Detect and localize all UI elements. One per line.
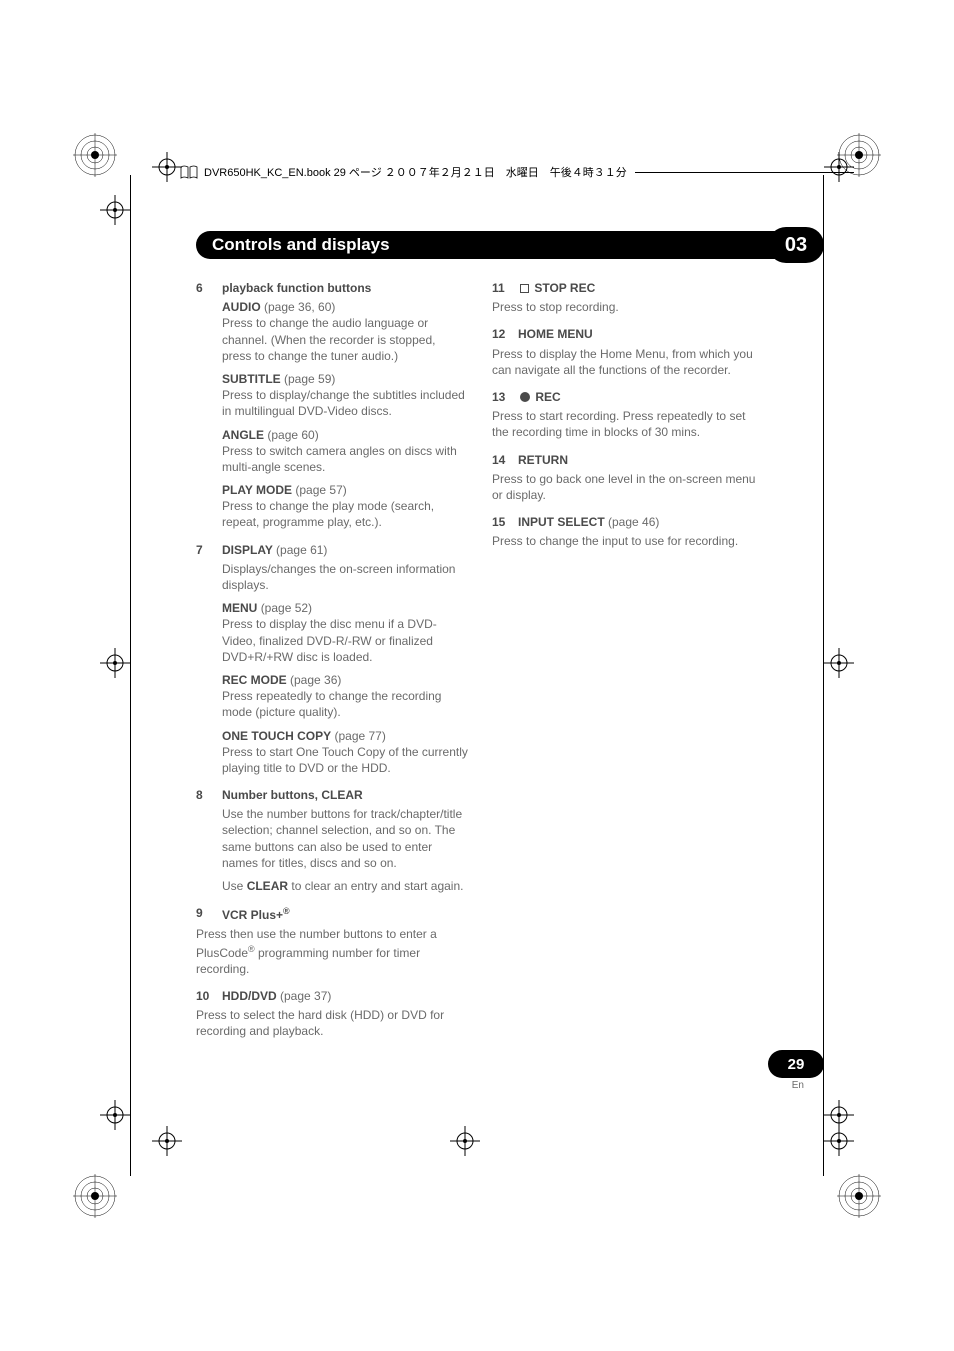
- registration-mark-icon: [73, 133, 117, 177]
- item-11: 11 STOP REC Press to stop recording.: [492, 280, 764, 315]
- item-title: VCR Plus+®: [222, 905, 290, 923]
- item-number: 10: [196, 988, 210, 1004]
- page-language: En: [792, 1080, 804, 1091]
- book-header: DVR650HK_KC_EN.book 29 ページ ２００７年２月２１日 水曜…: [180, 162, 854, 182]
- sub-playmode: PLAY MODE (page 57) Press to change the …: [222, 482, 468, 531]
- crosshair-icon: [450, 1126, 480, 1156]
- item-number: 15: [492, 514, 506, 530]
- crosshair-icon: [824, 648, 854, 678]
- crosshair-icon: [100, 1100, 130, 1130]
- item-number: 11: [492, 280, 506, 296]
- sub-subtitle: SUBTITLE (page 59) Press to display/chan…: [222, 371, 468, 420]
- crosshair-icon: [152, 1126, 182, 1156]
- section-number-badge: 03: [768, 227, 824, 263]
- sub-angle: ANGLE (page 60) Press to switch camera a…: [222, 427, 468, 476]
- crosshair-icon: [152, 152, 182, 182]
- guide-line: [130, 175, 131, 1176]
- registration-mark-icon: [837, 1174, 881, 1218]
- right-column: 11 STOP REC Press to stop recording. 12 …: [492, 280, 764, 1051]
- record-icon: [520, 392, 530, 402]
- content-area: 6 playback function buttons AUDIO (page …: [196, 280, 764, 1051]
- item-8: 8 Number buttons, CLEAR Use the number b…: [196, 787, 468, 894]
- crosshair-icon: [824, 1126, 854, 1156]
- left-column: 6 playback function buttons AUDIO (page …: [196, 280, 468, 1051]
- item-14: 14 RETURN Press to go back one level in …: [492, 452, 764, 504]
- registered-icon: ®: [248, 944, 255, 954]
- item-title: playback function buttons: [222, 280, 371, 296]
- item-number: 6: [196, 280, 210, 296]
- header-line: [635, 172, 854, 173]
- item-13: 13 REC Press to start recording. Press r…: [492, 389, 764, 441]
- page-number-badge: 29: [768, 1050, 824, 1078]
- item-number: 8: [196, 787, 210, 803]
- item-10: 10 HDD/DVD (page 37) Press to select the…: [196, 988, 468, 1040]
- page-number: 29: [788, 1056, 805, 1073]
- item-title: Number buttons, CLEAR: [222, 787, 363, 803]
- item-number: 7: [196, 542, 210, 558]
- book-header-text: DVR650HK_KC_EN.book 29 ページ ２００７年２月２１日 水曜…: [204, 164, 627, 180]
- item-number: 12: [492, 326, 506, 342]
- sub-menu: MENU (page 52) Press to display the disc…: [222, 600, 468, 665]
- item-9: 9 VCR Plus+® Press then use the number b…: [196, 905, 468, 977]
- section-number: 03: [785, 234, 807, 257]
- item-15: 15 INPUT SELECT (page 46) Press to chang…: [492, 514, 764, 549]
- item-12: 12 HOME MENU Press to display the Home M…: [492, 326, 764, 378]
- crosshair-icon: [100, 648, 130, 678]
- item-7: 7 DISPLAY (page 61) Displays/changes the…: [196, 542, 468, 776]
- book-icon: [180, 165, 198, 179]
- item-6: 6 playback function buttons AUDIO (page …: [196, 280, 468, 531]
- stop-icon: [520, 284, 529, 293]
- sub-recmode: REC MODE (page 36) Press repeatedly to c…: [222, 672, 468, 721]
- section-title: Controls and displays: [212, 235, 390, 255]
- registered-icon: ®: [283, 906, 290, 916]
- item-number: 14: [492, 452, 506, 468]
- item-number: 13: [492, 389, 506, 405]
- guide-line: [823, 175, 824, 1176]
- section-header: Controls and displays: [196, 231, 804, 259]
- registration-mark-icon: [73, 1174, 117, 1218]
- crosshair-icon: [100, 195, 130, 225]
- sub-otc: ONE TOUCH COPY (page 77) Press to start …: [222, 728, 468, 777]
- sub-audio: AUDIO (page 36, 60) Press to change the …: [222, 299, 468, 364]
- item-number: 9: [196, 905, 210, 923]
